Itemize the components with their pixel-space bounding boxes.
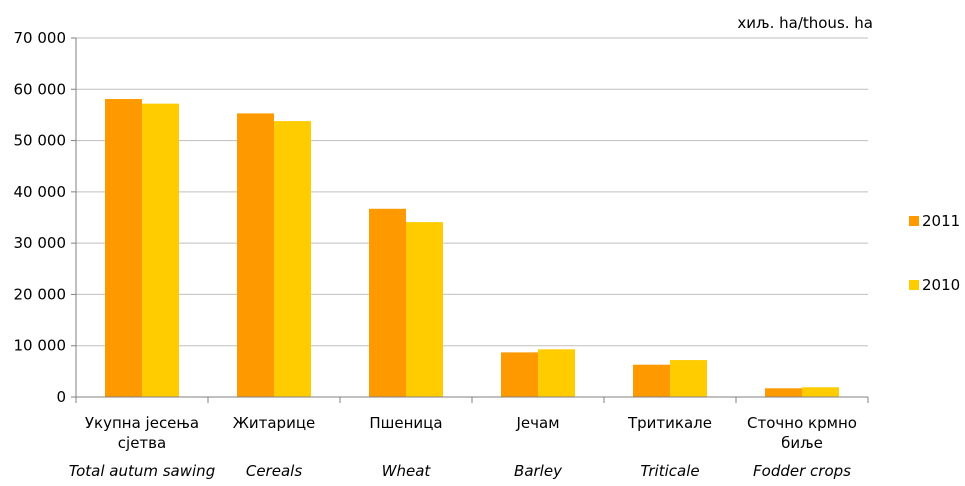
bar-2011-4 — [633, 365, 670, 397]
bar-2011-2 — [369, 209, 406, 397]
legend-label-2011: 2011 — [922, 212, 960, 230]
category-label-english: Barley — [514, 462, 563, 480]
bar-2011-0 — [105, 99, 142, 397]
category-label: биље — [781, 434, 823, 452]
y-tick-label: 50 000 — [14, 132, 67, 150]
y-tick-label: 10 000 — [14, 337, 67, 355]
category-label: Јечам — [515, 414, 559, 432]
bar-2010-2 — [406, 222, 443, 397]
y-tick-label: 30 000 — [14, 234, 67, 252]
bar-2010-1 — [274, 121, 311, 397]
y-tick-label: 70 000 — [14, 29, 67, 47]
y-tick-label: 20 000 — [14, 285, 67, 303]
legend-swatch-2011 — [909, 216, 919, 226]
bar-2010-0 — [142, 104, 179, 397]
bar-2010-5 — [802, 387, 839, 397]
bar-2011-3 — [501, 352, 538, 397]
category-label-english: Wheat — [382, 462, 432, 480]
y-tick-label: 0 — [56, 388, 66, 406]
category-label: Житарице — [233, 414, 316, 432]
bars — [105, 99, 839, 397]
bar-2010-3 — [538, 349, 575, 397]
y-tick-label: 40 000 — [14, 183, 67, 201]
x-category-labels: Укупна јесења сјетва Total autum sawing Жит… — [69, 414, 857, 480]
legend: 2011 2010 — [909, 212, 960, 294]
category-label-english: Cereals — [246, 462, 302, 480]
category-label: Сточно крмно — [747, 414, 857, 432]
bar-2011-1 — [237, 113, 274, 397]
legend-label-2010: 2010 — [922, 276, 960, 294]
category-label: Пшеница — [369, 414, 442, 432]
bar-2010-4 — [670, 360, 707, 397]
y-tick-labels: 0 10 000 20 000 30 000 40 000 50 000 60 000 70 … — [14, 29, 67, 406]
category-label-english: Fodder crops — [753, 462, 851, 480]
bar-2011-5 — [765, 388, 802, 397]
legend-swatch-2010 — [909, 280, 919, 290]
category-label-english: Triticale — [640, 462, 699, 480]
y-tick-label: 60 000 — [14, 80, 67, 98]
category-label: сјетва — [118, 434, 166, 452]
unit-label: хиљ. ha/thous. ha — [737, 14, 873, 32]
gridlines — [71, 38, 868, 397]
category-label: Укупна јесења — [85, 414, 199, 432]
category-label-english: Total autum sawing — [69, 462, 215, 480]
axes — [76, 38, 868, 403]
category-label: Тритикале — [627, 414, 712, 432]
